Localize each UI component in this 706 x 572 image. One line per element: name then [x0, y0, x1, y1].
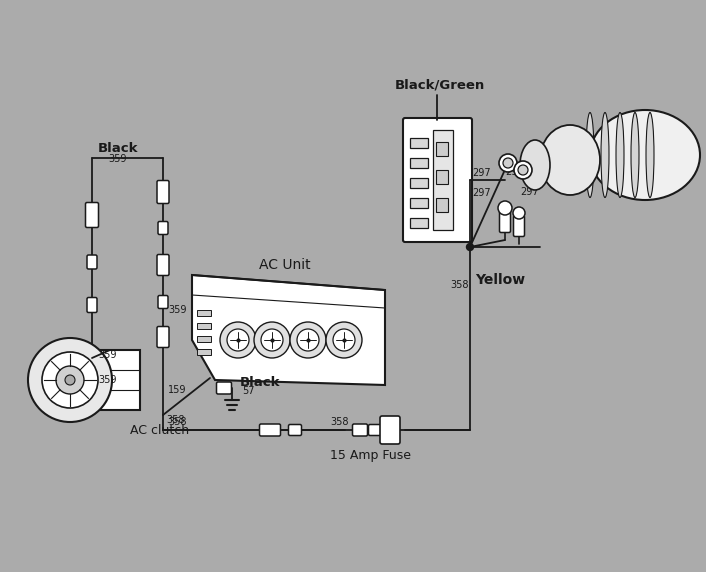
Text: 297: 297	[520, 187, 539, 197]
FancyBboxPatch shape	[369, 424, 381, 435]
Ellipse shape	[586, 113, 594, 197]
Text: 297: 297	[472, 168, 491, 178]
Text: 359: 359	[168, 305, 186, 315]
Text: 15 Amp Fuse: 15 Amp Fuse	[330, 448, 410, 462]
FancyBboxPatch shape	[157, 327, 169, 348]
Circle shape	[333, 329, 355, 351]
Bar	[85, 350, 140, 410]
Circle shape	[514, 161, 532, 179]
Circle shape	[503, 158, 513, 168]
FancyBboxPatch shape	[500, 212, 510, 232]
FancyBboxPatch shape	[352, 424, 368, 436]
Bar	[436, 170, 448, 184]
Circle shape	[499, 154, 517, 172]
Text: Black: Black	[240, 376, 280, 390]
FancyBboxPatch shape	[87, 255, 97, 269]
FancyBboxPatch shape	[157, 255, 169, 276]
Text: Yellow: Yellow	[475, 273, 525, 287]
FancyBboxPatch shape	[403, 118, 472, 242]
Text: 358: 358	[330, 417, 349, 427]
Circle shape	[254, 322, 290, 358]
Text: 359: 359	[108, 154, 126, 164]
Circle shape	[297, 329, 319, 351]
Circle shape	[467, 244, 474, 251]
Text: 297: 297	[472, 188, 491, 198]
Circle shape	[513, 207, 525, 219]
Circle shape	[56, 366, 84, 394]
Bar	[436, 198, 448, 212]
Bar	[197, 349, 211, 355]
FancyBboxPatch shape	[158, 296, 168, 308]
Text: Black: Black	[98, 141, 138, 154]
Bar	[410, 138, 428, 148]
Bar	[433, 130, 453, 230]
FancyBboxPatch shape	[158, 221, 168, 235]
Circle shape	[518, 165, 528, 175]
Circle shape	[326, 322, 362, 358]
Text: AC clutch: AC clutch	[130, 423, 189, 436]
Ellipse shape	[601, 113, 609, 197]
Text: 358: 358	[166, 415, 184, 425]
Circle shape	[65, 375, 75, 385]
FancyBboxPatch shape	[380, 416, 400, 444]
Bar	[197, 310, 211, 316]
Bar	[410, 178, 428, 188]
FancyBboxPatch shape	[289, 424, 301, 435]
Text: 57: 57	[242, 386, 254, 396]
Ellipse shape	[520, 140, 550, 190]
Bar	[197, 323, 211, 329]
Bar	[436, 142, 448, 156]
FancyBboxPatch shape	[217, 382, 232, 394]
Ellipse shape	[631, 113, 639, 197]
Circle shape	[498, 201, 512, 215]
FancyBboxPatch shape	[513, 216, 525, 236]
Circle shape	[220, 322, 256, 358]
FancyBboxPatch shape	[87, 297, 97, 312]
Circle shape	[290, 322, 326, 358]
Text: 297: 297	[505, 167, 524, 177]
Text: Black/Green: Black/Green	[395, 78, 485, 92]
Text: 359: 359	[98, 375, 116, 385]
Ellipse shape	[590, 110, 700, 200]
Text: 359: 359	[98, 350, 116, 360]
FancyBboxPatch shape	[157, 181, 169, 204]
Ellipse shape	[646, 113, 654, 197]
Circle shape	[42, 352, 98, 408]
Polygon shape	[192, 275, 385, 385]
Ellipse shape	[540, 125, 600, 195]
Ellipse shape	[616, 113, 624, 197]
Bar	[410, 218, 428, 228]
Circle shape	[261, 329, 283, 351]
FancyBboxPatch shape	[260, 424, 280, 436]
Text: 358: 358	[450, 280, 469, 290]
Text: 358: 358	[168, 417, 186, 427]
Circle shape	[28, 338, 112, 422]
Circle shape	[227, 329, 249, 351]
FancyBboxPatch shape	[85, 202, 99, 228]
Text: AC Unit: AC Unit	[259, 258, 311, 272]
Bar	[410, 198, 428, 208]
Bar	[197, 336, 211, 342]
Bar	[410, 158, 428, 168]
Text: 159: 159	[168, 385, 186, 395]
